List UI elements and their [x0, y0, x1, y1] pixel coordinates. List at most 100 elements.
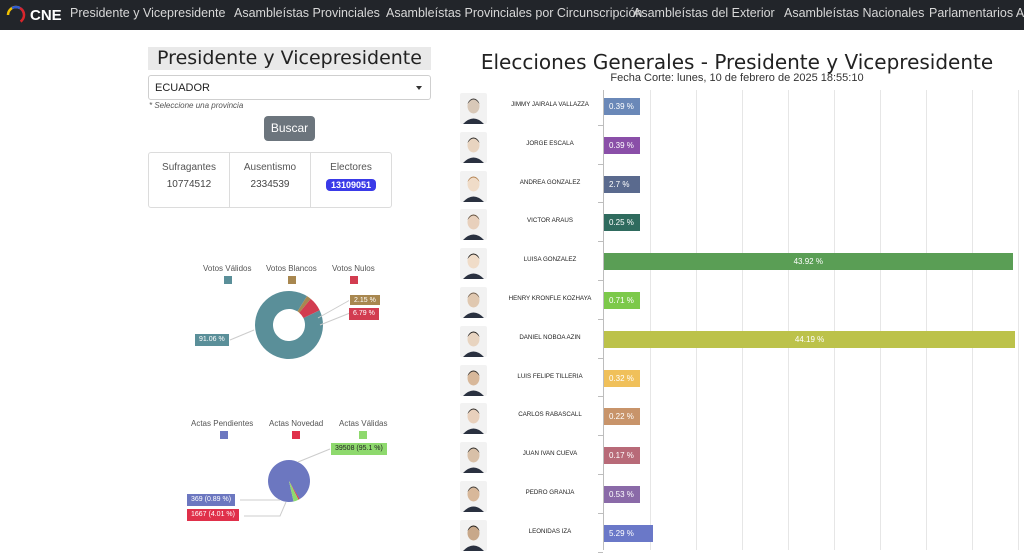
y-axis — [603, 90, 604, 550]
stat-label: Ausentismo — [243, 162, 297, 173]
legend-actas-pendientes[interactable]: Actas Pendientes — [191, 419, 254, 428]
stat-value: 10774512 — [166, 179, 212, 190]
bar-value-label: 0.22 % — [609, 412, 634, 422]
candidate-photo — [460, 131, 487, 163]
gridline — [1018, 90, 1019, 550]
stats-panel: Sufragantes 10774512 Ausentismo 2334539 … — [148, 152, 392, 208]
axis-tick — [598, 124, 603, 126]
result-bar[interactable]: 0.39 % — [604, 136, 640, 154]
candidate-name: LUISA GONZALEZ — [523, 256, 577, 264]
bar-value-label: 0.32 % — [609, 373, 634, 383]
result-bar[interactable]: 2.7 % — [604, 175, 640, 193]
candidate-row: CARLOS RABASCALL — [455, 400, 605, 438]
legend-actas-novedad[interactable]: Actas Novedad — [269, 419, 324, 428]
results-title: Elecciones Generales - Presidente y Vice… — [480, 50, 994, 74]
axis-tick — [598, 357, 603, 359]
nav-parlamentarios-andinos[interactable]: Parlamentarios Andinos — [929, 6, 1024, 20]
candidate-row: LUIS FELIPE TILLERIA — [455, 362, 605, 400]
pie-slice-blancos[interactable] — [297, 296, 311, 313]
bar-value-label: 0.39 % — [609, 102, 634, 111]
result-bar[interactable]: 0.17 % — [604, 447, 640, 465]
candidate-photo — [460, 209, 487, 241]
pie-slice-nulos[interactable] — [299, 298, 320, 319]
bar-value-label: 0.71 % — [609, 296, 634, 305]
result-bar[interactable]: 44.19 % — [604, 330, 1016, 348]
axis-tick — [598, 163, 603, 165]
result-bar[interactable]: 5.29 % — [604, 524, 654, 542]
result-bar[interactable]: 0.53 % — [604, 486, 640, 503]
axis-tick — [598, 512, 603, 514]
legend-votos-nulos[interactable]: Votos Nulos — [332, 264, 375, 273]
callout-leader-line — [297, 448, 331, 463]
legend-actas-validas[interactable]: Actas Válidas — [339, 419, 388, 428]
candidate-name: PEDRO GRANJA — [525, 489, 575, 496]
result-bar[interactable]: 0.32 % — [604, 369, 640, 387]
gridline — [650, 90, 651, 550]
brand[interactable]: CNE — [6, 3, 62, 27]
result-bar[interactable]: 0.39 % — [604, 98, 640, 115]
legend-votos-validos[interactable]: Votos Válidos — [203, 264, 252, 273]
candidate-row: HENRY KRONFLE KOZHAYA — [455, 284, 605, 322]
pie-slice-validas[interactable] — [289, 481, 299, 502]
bar-value-label: 5.29 % — [609, 528, 634, 538]
axis-tick — [598, 396, 603, 398]
candidate-row: PEDRO GRANJA — [455, 478, 605, 516]
result-bar[interactable]: 43.92 % — [604, 253, 1013, 271]
nav-presidente[interactable]: Presidente y Vicepresidente — [70, 6, 226, 20]
gridline — [880, 90, 881, 550]
search-button[interactable]: Buscar — [264, 116, 315, 141]
callout-blancos: 2.15 % — [349, 294, 381, 306]
candidate-photo — [460, 442, 487, 474]
province-hint: * Seleccione una provincia — [149, 101, 244, 110]
top-navbar: CNE Presidente y Vicepresidente Asambleí… — [0, 0, 1024, 30]
province-select[interactable]: ECUADOR — [148, 75, 431, 100]
nav-asambleistas-nacionales[interactable]: Asambleístas Nacionales — [784, 6, 925, 20]
candidate-row: JUAN IVAN CUEVA — [455, 439, 605, 477]
legend-swatch-pendientes — [220, 431, 228, 439]
candidate-name: VICTOR ARAUS — [527, 217, 573, 225]
legend-swatch-novedad — [292, 431, 300, 439]
candidate-row: LUISA GONZALEZ — [455, 245, 605, 283]
nav-asambleistas-circunscripcion[interactable]: Asambleístas Provinciales por Circunscri… — [386, 6, 643, 20]
gridline — [972, 90, 973, 550]
axis-tick — [598, 435, 603, 437]
candidate-row: VICTOR ARAUS — [455, 206, 605, 244]
nav-asambleistas-provinciales[interactable]: Asambleístas Provinciales — [234, 6, 380, 20]
callout-nulos: 6.79 % — [349, 308, 379, 320]
gridline — [696, 90, 697, 550]
candidate-name: JORGE ESCALA — [526, 139, 574, 147]
candidate-name: LEONIDAS IZA — [528, 527, 572, 535]
legend-swatch-nulos — [350, 276, 358, 284]
stat-sufragantes: Sufragantes 10774512 — [149, 153, 230, 207]
candidate-photo — [460, 403, 487, 435]
candidate-name: HENRY KRONFLE KOZHAYA — [508, 295, 592, 302]
callout-pendientes: 369 (0.89 %) — [187, 494, 236, 506]
candidate-photo — [460, 93, 487, 124]
candidate-row: JORGE ESCALA — [455, 129, 605, 167]
pie-slice-novedad[interactable] — [289, 481, 300, 500]
nav-asambleistas-exterior[interactable]: Asambleístas del Exterior — [633, 6, 775, 20]
bar-value-label: 43.92 % — [793, 257, 823, 267]
bar-value-label: 2.7 % — [609, 179, 630, 189]
stat-label: Sufragantes — [162, 162, 216, 173]
candidate-photo — [460, 287, 487, 318]
candidate-row: JIMMY JAIRALA VALLAZZA — [455, 90, 605, 128]
candidate-row: ANDREA GONZALEZ — [455, 168, 605, 206]
callout-novedad: 1667 (4.01 %) — [187, 509, 239, 521]
callout-validos: 91.06 % — [195, 334, 229, 346]
candidate-photo — [460, 519, 487, 551]
result-bar[interactable]: 0.25 % — [604, 214, 640, 232]
result-bar[interactable]: 0.22 % — [604, 408, 640, 426]
candidate-name: CARLOS RABASCALL — [518, 411, 582, 419]
legend-votos-blancos[interactable]: Votos Blancos — [266, 264, 317, 273]
axis-tick — [598, 202, 603, 204]
candidate-row: DANIEL NOBOA AZIN — [455, 323, 605, 361]
pie-slice-validos[interactable] — [255, 291, 323, 359]
bar-value-label: 0.25 % — [609, 218, 634, 228]
stat-value-badge: 13109051 — [325, 179, 377, 191]
result-bar[interactable]: 0.71 % — [604, 292, 640, 309]
candidate-photo — [460, 325, 487, 357]
bar-value-label: 0.17 % — [609, 451, 634, 461]
page-title: Presidente y Vicepresidente — [148, 47, 431, 70]
candidate-name: DANIEL NOBOA AZIN — [519, 333, 581, 341]
